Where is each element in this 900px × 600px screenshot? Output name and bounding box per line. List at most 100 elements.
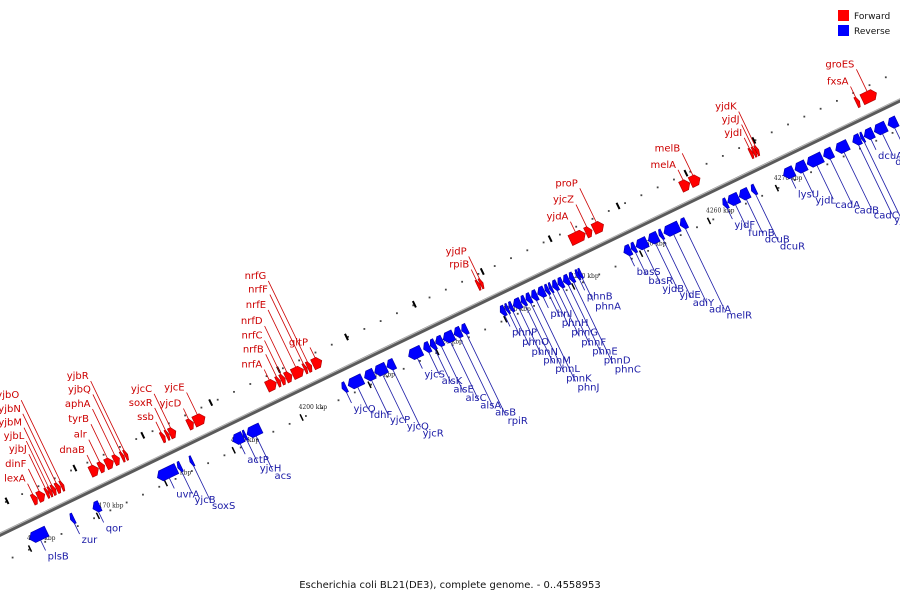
reverse-guide-dot xyxy=(728,210,731,213)
forward-guide-dot xyxy=(265,375,268,378)
gene-arrow-plsB xyxy=(29,525,50,543)
gene-arrow-phnB xyxy=(574,268,582,281)
leader-line xyxy=(858,144,893,215)
reverse-guide-dot xyxy=(60,533,63,535)
leader-line xyxy=(518,308,542,355)
leader-line xyxy=(440,346,464,393)
leader-line xyxy=(654,242,678,290)
gene-label-yjcB: yjcB xyxy=(195,495,216,506)
gene-label-alsC: alsC xyxy=(466,393,487,404)
tick-mark xyxy=(27,545,33,553)
gene-label-aphA: aphA xyxy=(65,399,91,410)
leader-line xyxy=(193,465,211,501)
leader-line xyxy=(673,233,708,304)
forward-guide-dot xyxy=(135,438,138,440)
gene-arrow-lexA xyxy=(29,493,38,506)
leader-line xyxy=(525,305,554,364)
gene-arrow-aphA xyxy=(111,454,120,467)
gene-label-phnE: phnE xyxy=(592,346,617,357)
gene-arrow-phnD xyxy=(563,273,572,286)
gene-label-yjbQ: yjbQ xyxy=(68,384,91,395)
gene-arrow-cadB xyxy=(823,146,836,160)
reverse-guide-dot xyxy=(109,509,112,512)
leader-line xyxy=(802,171,814,195)
gene-label-basS: basS xyxy=(637,267,661,278)
reverse-guide-dot xyxy=(516,312,519,315)
tick-mark xyxy=(411,300,417,308)
tick-mark xyxy=(4,497,10,505)
gene-arrow-yjcQ xyxy=(374,361,389,377)
gene-label-nrfD: nrfD xyxy=(241,316,263,327)
gene-label-yjbO: yjbO xyxy=(0,390,19,401)
gene-label-rpiB: rpiB xyxy=(449,260,469,271)
gene-arrow-tyrB xyxy=(103,457,114,471)
gene-label-lexA: lexA xyxy=(4,474,26,485)
gene-label-dnaB: dnaB xyxy=(59,445,85,456)
leader-line xyxy=(267,280,308,363)
gene-label-phnJ: phnJ xyxy=(578,382,600,393)
gene-label-phnL: phnL xyxy=(555,364,580,375)
forward-guide-dot xyxy=(770,131,773,134)
gene-label-nrfG: nrfG xyxy=(245,271,267,282)
forward-guide-dot xyxy=(281,367,284,370)
gene-arrow-phnK xyxy=(525,292,534,304)
tick-label: 4260 kbp xyxy=(706,208,735,215)
forward-guide-dot xyxy=(444,288,447,291)
leader-line xyxy=(579,279,586,291)
gene-label-cadC: cadC xyxy=(874,211,899,222)
gene-arrow-phnG xyxy=(547,281,555,294)
leader-line xyxy=(755,194,779,241)
leader-line xyxy=(23,427,53,486)
leader-line xyxy=(635,252,647,276)
leader-line xyxy=(470,269,477,281)
gene-label-phnN: phnN xyxy=(532,347,559,358)
leader-line xyxy=(186,392,198,416)
gene-arrow-rpiR xyxy=(461,322,470,335)
leader-line xyxy=(92,394,122,453)
gene-arrow-yjcR xyxy=(386,357,398,371)
gene-label-dsbD: dsbD xyxy=(895,157,900,168)
leader-line xyxy=(450,341,479,400)
leader-line xyxy=(573,282,614,364)
gene-label-nrfC: nrfC xyxy=(242,331,263,342)
gene-arrow-nrfD xyxy=(283,371,293,384)
gene-arrow-alsK xyxy=(423,340,433,354)
forward-guide-dot xyxy=(184,414,187,417)
tick-mark xyxy=(208,398,214,407)
gene-label-dcuR: dcuR xyxy=(780,241,805,252)
backbone-highlight xyxy=(0,98,900,534)
gene-label-phnD: phnD xyxy=(604,355,631,366)
gene-label-yjcD: yjcD xyxy=(159,399,181,410)
gene-label-yjbJ: yjbJ xyxy=(9,444,27,455)
gene-label-nrfB: nrfB xyxy=(243,344,264,355)
leader-line xyxy=(92,408,115,456)
gene-label-phnH: phnH xyxy=(562,318,589,329)
leader-line xyxy=(90,424,108,459)
leader-line xyxy=(357,386,369,410)
gene-label-plsB: plsB xyxy=(48,552,69,563)
leader-line xyxy=(681,153,694,176)
genome-backbone xyxy=(0,76,900,559)
gene-label-phnM: phnM xyxy=(543,356,571,367)
gene-arrow-phnN xyxy=(508,300,516,313)
leader-line xyxy=(371,379,389,415)
legend-forward-swatch xyxy=(838,10,849,21)
gene-arrow-phnC xyxy=(568,271,577,284)
reverse-guide-dot xyxy=(582,281,584,284)
leader-line xyxy=(88,439,101,463)
legend-reverse-label: Reverse xyxy=(854,27,891,37)
forward-guide-dot xyxy=(868,84,871,87)
gene-arrow-adiY xyxy=(658,228,666,241)
tick-mark xyxy=(163,479,169,487)
reverse-strand-genes xyxy=(29,115,900,543)
forward-guide-dot xyxy=(233,390,235,393)
forward-guide-dot xyxy=(705,162,708,165)
gene-label-nrfE: nrfE xyxy=(246,300,266,311)
gene-label-qor: qor xyxy=(106,524,123,535)
gene-arrow-acs xyxy=(246,422,264,439)
gene-arrow-phnI xyxy=(537,285,548,298)
gene-label-fumB: fumB xyxy=(748,228,775,239)
leader-line xyxy=(850,86,857,98)
reverse-guide-dot xyxy=(435,352,438,354)
